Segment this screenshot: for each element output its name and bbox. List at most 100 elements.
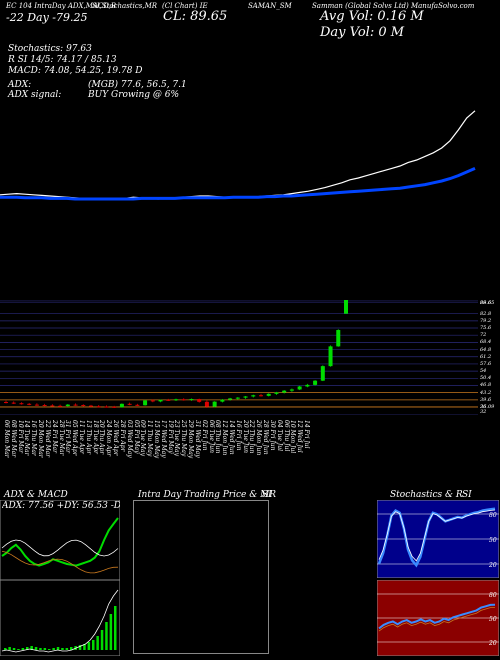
candle-body: [336, 330, 341, 347]
avg-volume: Avg Vol: 0.16 M: [320, 9, 424, 24]
price-axis-label: 39.6: [480, 396, 492, 403]
candle-body: [305, 384, 310, 387]
date-label: 04 Tue Jul: [275, 420, 283, 452]
candle-body: [166, 399, 171, 401]
price-axis: 89.65 88.6 82.8 79.2 75.6 72 68.4 64.8 61.2 57.6 5…: [478, 300, 500, 415]
macd-panel: [0, 580, 120, 656]
candle-body: [158, 399, 163, 402]
intraday-title-si: SI: [262, 490, 272, 500]
candle-body: [328, 346, 333, 367]
adx-label: ADX:: [8, 80, 32, 90]
header-segment-4: SAMAN_SM: [248, 2, 292, 10]
stoch-tick-50: 50: [489, 537, 497, 544]
macd-bar: [105, 622, 108, 650]
candle-body: [65, 404, 70, 407]
macd-bar: [92, 640, 95, 650]
macd-readout: MACD: 74.08, 54.25, 19.78 D: [8, 66, 143, 76]
intraday-panel: [133, 500, 269, 654]
macd-bar: [4, 648, 7, 650]
candle-body: [228, 398, 233, 400]
date-label: 16 Fri Jun: [234, 420, 242, 451]
adx-line: [1, 517, 119, 567]
candle-body: [274, 392, 279, 394]
candle-body: [27, 403, 32, 405]
macd-bar: [100, 630, 104, 650]
chart-header-line1: EC 104 IntraDay ADX,MACD,B: [6, 1, 116, 11]
macd-bar: [78, 645, 82, 650]
stochastic-d-line: [378, 509, 496, 562]
stochastic-k-line: [377, 507, 496, 568]
stoch-title: Stochastics & R: [390, 490, 463, 500]
candle-body: [73, 404, 78, 406]
macd-bar: [96, 636, 99, 650]
si-readout: R SI 14/5: 74.17 / 85.13: [8, 55, 117, 65]
date-label: 14 Fri Jul: [303, 420, 310, 449]
date-label: 15 Mon May: [153, 420, 160, 459]
candle-body: [42, 405, 47, 407]
stoch-title-si: SI: [462, 490, 472, 500]
macd-bar: [83, 644, 86, 650]
macd-line: [1, 589, 119, 653]
candle-body: [96, 406, 101, 408]
day-volume: Day Vol: 0 M: [320, 25, 405, 40]
price-axis-label: 72: [480, 332, 487, 339]
macd-bar: [17, 649, 20, 650]
price-axis-label: 32: [480, 409, 487, 415]
price-axis-label: 61.2: [480, 353, 492, 360]
macd-bar: [39, 648, 42, 650]
candle-body: [243, 396, 248, 398]
date-label: 14 Wed Jun: [228, 420, 235, 455]
candle-body: [320, 366, 325, 381]
date-label: 24 Fri Mar: [50, 420, 58, 453]
macd-bar: [21, 648, 25, 650]
date-label: 08 Wed Mar: [9, 420, 17, 458]
price-axis-label: 64.8: [480, 346, 492, 353]
macd-bar: [70, 647, 73, 650]
candle-body: [50, 405, 55, 407]
adx-readout: ADX: 77.56 +DY: 56.53 -DY: 7.14: [2, 501, 120, 511]
price-axis-label: 82.8: [480, 310, 492, 317]
candle-body: [344, 300, 348, 314]
candle-body: [58, 405, 63, 407]
price-axis-label: 50.4: [480, 375, 492, 382]
candle-body: [259, 395, 263, 397]
si-line: [378, 603, 496, 630]
macd-bar: [114, 606, 117, 650]
macd-bar: [56, 647, 60, 650]
candle-body: [81, 405, 86, 407]
stochastics-panel: 80 50 20: [377, 500, 499, 578]
candle-body: [174, 399, 178, 401]
adx-signal-value: BUY Growing @ 6%: [88, 90, 180, 100]
candle-body: [197, 399, 202, 402]
date-label: 02 Fri Jun: [200, 420, 208, 451]
header-segment-2: SI,Stochastics,MR: [92, 2, 158, 10]
candle-body: [143, 400, 148, 406]
adx-panel: [0, 500, 120, 580]
candle-body: [104, 406, 109, 408]
si-tick-80: 80: [489, 592, 497, 599]
macd-bar: [109, 614, 113, 650]
price-axis-label: 68.4: [480, 339, 492, 346]
macd-bar: [34, 647, 38, 650]
minus-di-line: [1, 550, 119, 574]
macd-bar: [8, 647, 11, 650]
adx-values: (MGB) 77.6, 56.5, 7.1: [88, 80, 187, 90]
macd-bar: [43, 648, 47, 650]
day-change: -22 Day -79.25: [6, 11, 88, 24]
candle-body: [127, 403, 132, 405]
header-segment-5: Samman (Global Solvs Ltd) ManufaSolvo.co…: [312, 2, 475, 10]
si-tick-50: 50: [489, 616, 497, 623]
candle-body: [34, 404, 39, 406]
stochastics-readout: Stochastics: 97.63: [8, 44, 92, 54]
header-segment-1: EC 104 IntraDay ADX,MACD,B: [6, 2, 117, 10]
candle-body: [19, 403, 24, 405]
date-label: 03 Wed May: [125, 420, 133, 458]
adx-macd-title: ADX & MACD: [4, 490, 68, 500]
price-axis-label: 54: [480, 368, 487, 375]
candle-body: [204, 401, 209, 407]
macd-bar: [52, 648, 55, 650]
candle-body: [235, 397, 240, 399]
candle-body: [112, 406, 117, 408]
macd-histogram: [4, 606, 117, 650]
price-axis-label: 75.6: [480, 325, 492, 332]
